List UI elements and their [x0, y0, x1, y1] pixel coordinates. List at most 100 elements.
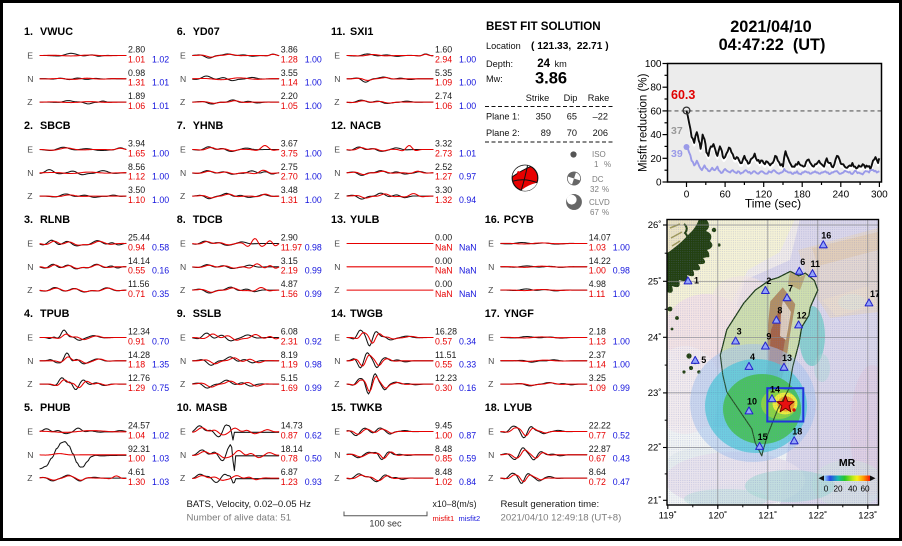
svg-text:6.08: 6.08 [281, 327, 298, 337]
svg-text:24˚: 24˚ [648, 332, 662, 343]
svg-text:2.31: 2.31 [281, 336, 298, 346]
svg-text:8.64: 8.64 [589, 467, 606, 477]
svg-text:121˚: 121˚ [758, 511, 777, 522]
svg-text:21˚: 21˚ [648, 495, 662, 506]
svg-text:1.12: 1.12 [128, 172, 145, 182]
svg-text:1: 1 [594, 160, 599, 169]
svg-text:9: 9 [766, 332, 771, 342]
svg-text:Z: Z [488, 473, 493, 483]
svg-text:N: N [180, 262, 186, 272]
svg-text:1.28: 1.28 [281, 54, 298, 64]
svg-text:6: 6 [800, 257, 805, 267]
svg-text:N: N [488, 262, 494, 272]
svg-text:14.73: 14.73 [281, 421, 303, 431]
svg-text:10.: 10. [177, 402, 192, 414]
svg-text:12.23: 12.23 [435, 373, 457, 383]
svg-text:Misfit reduction (%): Misfit reduction (%) [638, 73, 650, 172]
svg-text:3.50: 3.50 [128, 185, 145, 195]
svg-text:0.99: 0.99 [305, 266, 322, 276]
svg-text:40: 40 [650, 130, 662, 141]
svg-text:Z: Z [180, 473, 185, 483]
svg-text:11.97: 11.97 [281, 242, 302, 252]
svg-text:1.05: 1.05 [281, 101, 298, 111]
svg-text:1.01: 1.01 [152, 101, 169, 111]
svg-text:E: E [488, 239, 494, 249]
svg-text:1.89: 1.89 [128, 91, 145, 101]
svg-text:0.67: 0.67 [589, 454, 606, 464]
svg-text:1.00: 1.00 [305, 78, 322, 88]
svg-text:5.: 5. [24, 402, 33, 414]
svg-text:1.19: 1.19 [281, 360, 298, 370]
svg-text:13.: 13. [331, 214, 346, 226]
svg-text:1.00: 1.00 [152, 148, 169, 158]
svg-text:0.78: 0.78 [281, 454, 298, 464]
svg-text:60.3: 60.3 [671, 88, 695, 102]
svg-text:4.61: 4.61 [128, 467, 145, 477]
svg-text:E: E [180, 427, 186, 437]
svg-text:60: 60 [860, 485, 870, 494]
svg-text:20: 20 [650, 154, 662, 165]
svg-text:1.01: 1.01 [128, 54, 145, 64]
svg-text:0.70: 0.70 [152, 336, 169, 346]
svg-text:1.00: 1.00 [305, 54, 322, 64]
svg-text:04:47:22 (UT): 04:47:22 (UT) [719, 36, 826, 54]
svg-text:12.76: 12.76 [128, 373, 150, 383]
svg-text:0.98: 0.98 [305, 242, 322, 252]
svg-text:N: N [334, 450, 340, 460]
svg-text:N: N [488, 356, 494, 366]
svg-text:YHNB: YHNB [193, 120, 224, 132]
svg-text:89: 89 [541, 128, 551, 138]
svg-text:1: 1 [694, 276, 699, 286]
svg-text:18.: 18. [485, 402, 500, 414]
svg-text:2.18: 2.18 [589, 327, 606, 337]
svg-text:1.03: 1.03 [589, 242, 606, 252]
svg-text:1.00: 1.00 [305, 172, 322, 182]
svg-text:Z: Z [180, 97, 185, 107]
svg-text:300: 300 [871, 190, 888, 201]
svg-text:0.98: 0.98 [305, 360, 322, 370]
svg-text:1.00: 1.00 [613, 360, 630, 370]
svg-text:NaN: NaN [459, 242, 477, 252]
svg-text:0.93: 0.93 [305, 477, 322, 487]
svg-text:14.07: 14.07 [589, 233, 611, 243]
svg-text:0.99: 0.99 [613, 383, 630, 393]
svg-text:1.35: 1.35 [152, 360, 169, 370]
svg-text:0.00: 0.00 [435, 233, 452, 243]
svg-text:1.00: 1.00 [589, 266, 606, 276]
svg-text:1.06: 1.06 [128, 101, 145, 111]
svg-text:2.52: 2.52 [435, 162, 452, 172]
svg-text:3.25: 3.25 [589, 373, 606, 383]
svg-text:E: E [180, 239, 186, 249]
svg-text:100: 100 [645, 59, 662, 70]
svg-text:Mw:: Mw: [486, 74, 503, 84]
svg-text:E: E [27, 145, 33, 155]
svg-text:26˚: 26˚ [648, 220, 662, 231]
svg-text:1.32: 1.32 [435, 195, 452, 205]
svg-text:14.: 14. [331, 308, 346, 320]
svg-text:8.19: 8.19 [281, 350, 298, 360]
svg-text:92.31: 92.31 [128, 444, 150, 454]
svg-text:2.75: 2.75 [281, 162, 298, 172]
svg-text:122˚: 122˚ [808, 511, 827, 522]
svg-text:E: E [488, 333, 494, 343]
svg-text:0.16: 0.16 [459, 383, 476, 393]
svg-text:Result generation time:: Result generation time: [501, 499, 600, 510]
svg-text:1.02: 1.02 [152, 430, 169, 440]
svg-text:Z: Z [334, 97, 339, 107]
svg-text:24: 24 [537, 58, 550, 70]
svg-text:N: N [27, 168, 33, 178]
svg-text:0.30: 0.30 [435, 383, 452, 393]
svg-text:120˚: 120˚ [708, 511, 727, 522]
svg-text:1.09: 1.09 [589, 383, 606, 393]
svg-text:17.: 17. [485, 308, 500, 320]
svg-text:60: 60 [720, 190, 732, 201]
svg-text:100 sec: 100 sec [369, 519, 402, 529]
svg-text:1.00: 1.00 [459, 78, 476, 88]
svg-text:2.80: 2.80 [128, 45, 145, 55]
svg-text:MASB: MASB [196, 402, 228, 414]
svg-text:NaN: NaN [435, 242, 453, 252]
svg-text:180: 180 [794, 190, 811, 201]
svg-text:2.: 2. [24, 120, 33, 132]
svg-text:1.01: 1.01 [459, 148, 476, 158]
svg-text:2.70: 2.70 [281, 172, 298, 182]
